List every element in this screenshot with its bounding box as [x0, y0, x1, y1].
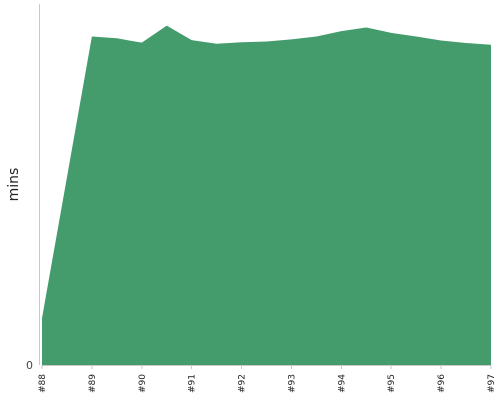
- x-tick-label: #90: [138, 374, 148, 393]
- plot-area: [42, 25, 491, 365]
- x-tick-label: #97: [487, 374, 497, 393]
- x-tick-label: #93: [287, 374, 297, 393]
- area-series: [42, 25, 491, 365]
- x-tick-label: #95: [387, 374, 397, 393]
- x-axis-ticks: #88 #89 #90 #91 #92 #93 #94 #95 #96 #97: [38, 365, 497, 393]
- y-axis-label: mins: [6, 168, 22, 202]
- y-tick-label: 0: [26, 359, 33, 372]
- x-tick-label: #89: [88, 374, 98, 393]
- y-axis-ticks: 0: [26, 359, 33, 372]
- x-tick-label: #96: [437, 374, 447, 393]
- x-tick-label: #88: [38, 374, 48, 393]
- x-tick-label: #94: [337, 374, 347, 393]
- x-tick-label: #92: [238, 374, 248, 393]
- x-tick-label: #91: [188, 374, 198, 393]
